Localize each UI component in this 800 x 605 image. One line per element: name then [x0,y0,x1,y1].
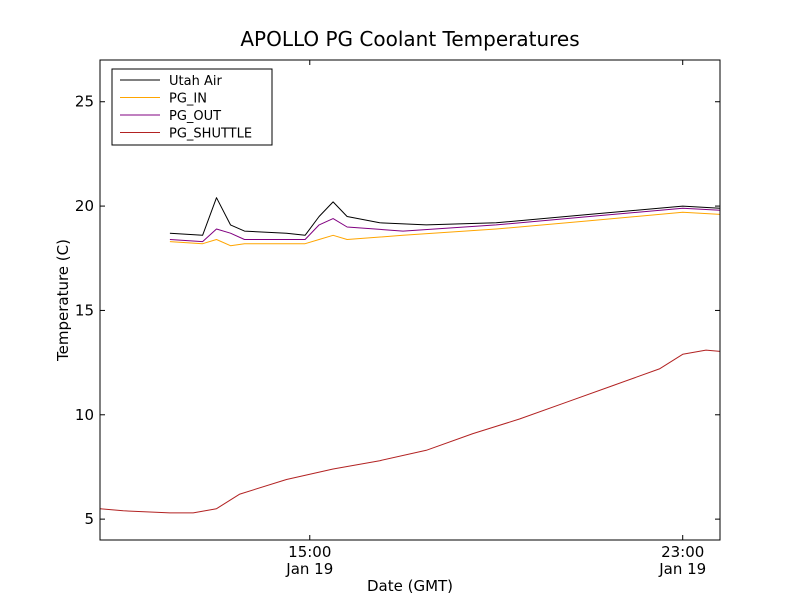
y-axis-label: Temperature (C) [54,239,72,362]
y-tick-label: 25 [75,93,94,111]
plot-lines [100,197,720,514]
legend-label: PG_IN [169,92,207,107]
x-axis-label: Date (GMT) [367,577,453,595]
legend-label: PG_OUT [169,109,221,124]
legend: Utah Air PG_IN PG_OUT PG_SHUTTLE [111,68,273,146]
y-tick-label: 20 [75,197,94,215]
y-tick-label: 10 [75,406,94,424]
series-line-pg-out [169,207,720,243]
legend-label: PG_SHUTTLE [169,127,252,142]
y-tick-label: 15 [75,301,94,319]
series-line-pg-in [169,211,720,247]
x-tick-label-time: 15:00 [288,543,331,561]
series-line-utah-air [169,197,720,236]
x-tick-label-time: 23:00 [661,543,704,561]
series-line-pg-shuttle [100,349,720,514]
y-tick-label: 5 [84,510,94,528]
plot-frame [99,59,721,541]
chart-title: APOLLO PG Coolant Temperatures [240,27,579,51]
x-tick-label-date: Jan 19 [658,560,706,578]
x-tick-label-date: Jan 19 [285,560,333,578]
legend-label: Utah Air [169,74,222,89]
